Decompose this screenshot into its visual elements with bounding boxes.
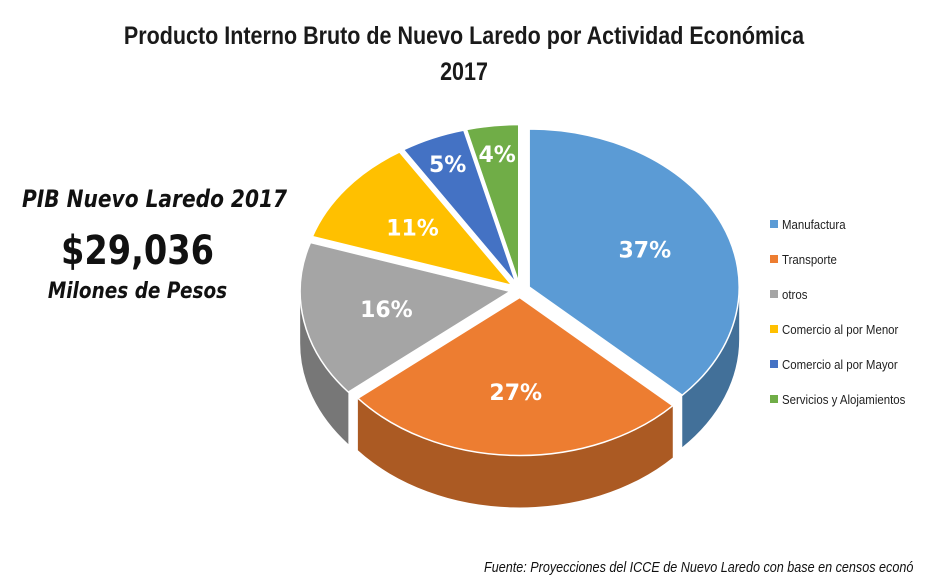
pie-slice-otros: [299, 241, 513, 394]
gdp-summary-value: $29,036: [60, 228, 215, 274]
pie-label-servicios: 4%: [478, 143, 515, 168]
pie-slice-servicios: [465, 123, 520, 283]
legend-swatch-comercio-menor: [770, 325, 778, 333]
pie-label-transporte: 27%: [489, 381, 542, 406]
pie-label-manufactura: 37%: [618, 238, 671, 263]
legend-swatch-transporte: [770, 255, 778, 263]
legend-item-servicios: Servicios y Alojamientos: [770, 388, 928, 410]
legend-label-otros: otros: [782, 286, 808, 302]
legend-item-comercio-mayor: Comercio al por Mayor: [770, 353, 928, 375]
pie-label-comercio-mayor: 5%: [429, 153, 466, 178]
gdp-summary: PIB Nuevo Laredo 2017 $29,036 Milones de…: [0, 182, 288, 306]
pie-label-comercio-menor: 11%: [386, 216, 439, 241]
legend-item-transporte: Transporte: [770, 248, 928, 270]
chart-legend: Manufactura Transporte otros Comercio al po…: [770, 213, 928, 423]
pie-slice-transporte: [356, 296, 675, 457]
gdp-summary-label: PIB Nuevo Laredo 2017: [22, 185, 288, 213]
legend-label-comercio-mayor: Comercio al por Mayor: [782, 356, 898, 372]
chart-title-line2: 2017: [440, 58, 488, 86]
gdp-summary-unit: Milones de Pesos: [47, 279, 228, 304]
legend-label-servicios: Servicios y Alojamientos: [782, 391, 906, 407]
pie-label-otros: 16%: [360, 298, 413, 323]
source-note-text: Fuente: Proyecciones del ICCE de Nuevo L…: [484, 559, 914, 576]
legend-item-comercio-menor: Comercio al por Menor: [770, 318, 928, 340]
legend-label-transporte: Transporte: [782, 251, 837, 267]
pie-slice-comercio-menor: [311, 151, 515, 287]
legend-swatch-manufactura: [770, 220, 778, 228]
pie-slice-comercio-mayor: [402, 129, 517, 284]
legend-swatch-comercio-mayor: [770, 360, 778, 368]
legend-label-manufactura: Manufactura: [782, 216, 846, 232]
chart-title: Producto Interno Bruto de Nuevo Laredo p…: [65, 18, 863, 90]
legend-item-otros: otros: [770, 283, 928, 305]
pie-side-otros: [300, 291, 349, 445]
chart-title-line1: Producto Interno Bruto de Nuevo Laredo p…: [123, 22, 805, 50]
legend-swatch-servicios: [770, 395, 778, 403]
legend-label-comercio-menor: Comercio al por Menor: [782, 321, 899, 337]
legend-item-manufactura: Manufactura: [770, 213, 928, 235]
legend-swatch-otros: [770, 290, 778, 298]
pie-side-transporte: [357, 398, 673, 508]
source-note: Fuente: Proyecciones del ICCE de Nuevo L…: [484, 559, 928, 576]
pie-slice-manufactura: [528, 128, 740, 397]
